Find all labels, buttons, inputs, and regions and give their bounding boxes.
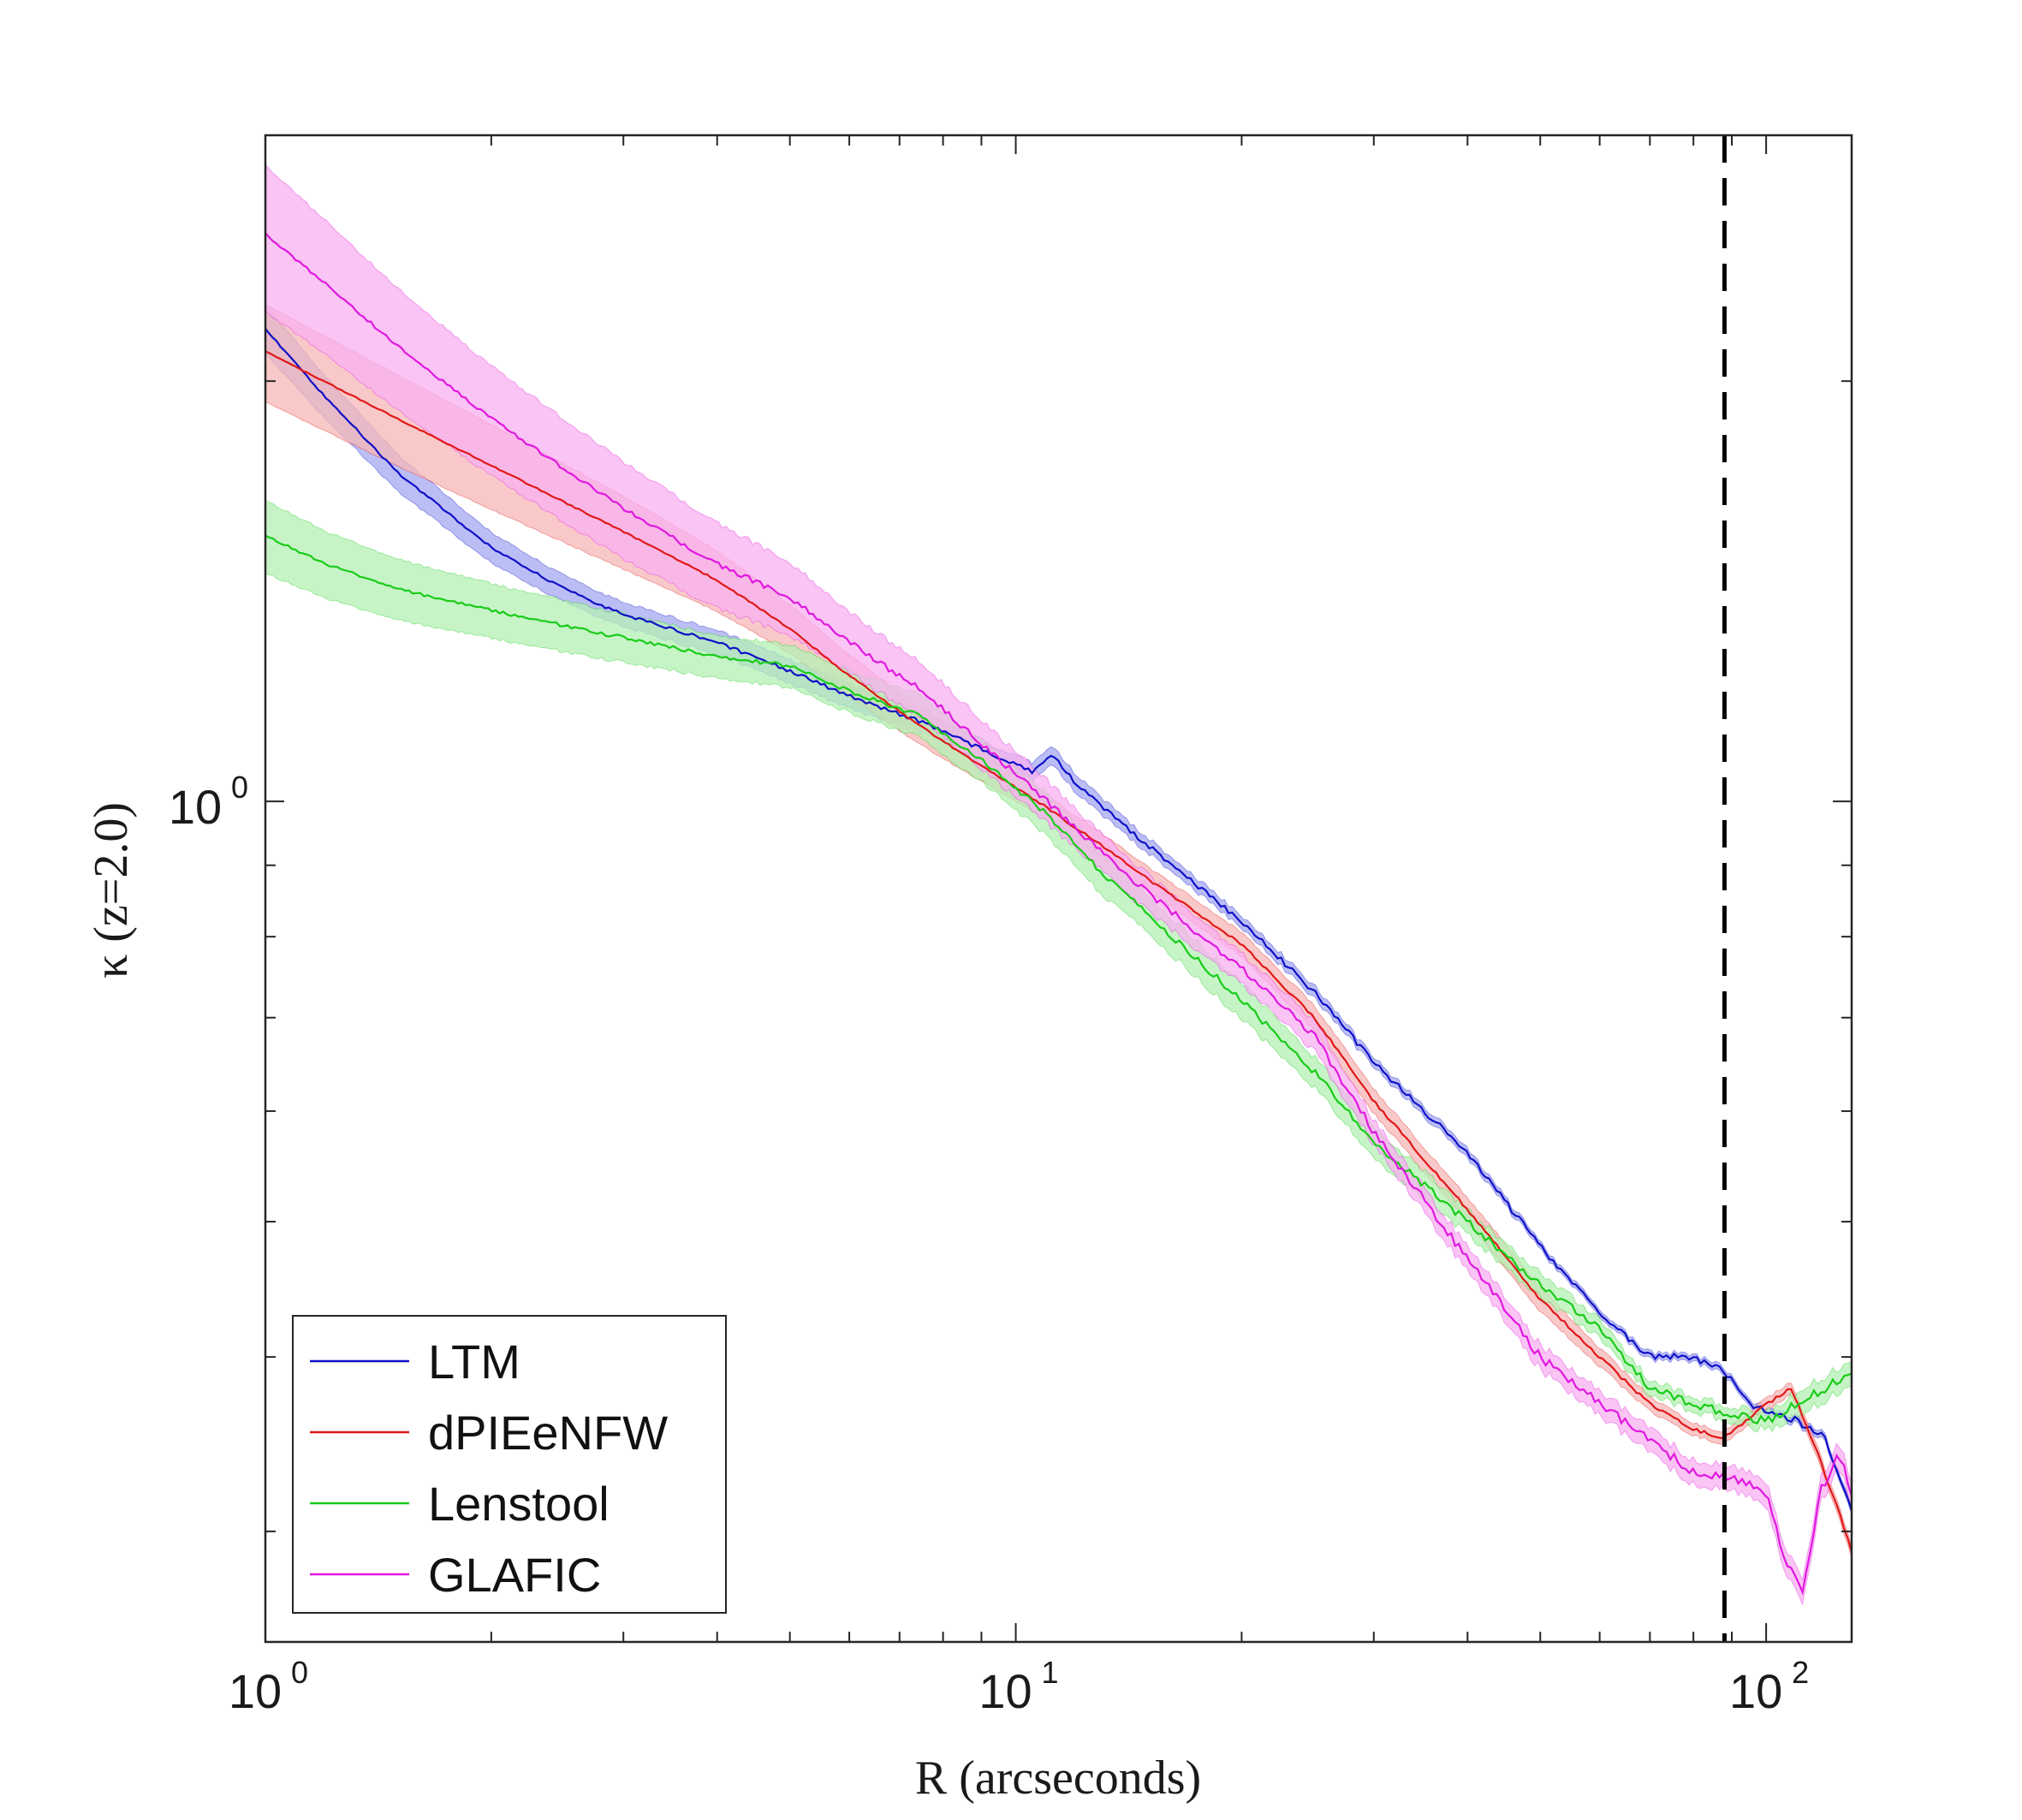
line-dpieenfw [265,350,1852,1553]
series-lines [265,232,1852,1596]
legend-box [292,1315,727,1614]
legend-label-dpieenfw: dPIEeNFW [428,1406,668,1460]
line-lenstool [265,534,1852,1424]
y-tick-label-exponent: 0 [231,770,248,805]
x-tick-label: 10 [1729,1664,1782,1718]
x-tick-label-exponent: 1 [1042,1655,1059,1690]
plot-frame [264,134,1853,1644]
axis-ticks [265,134,1852,1642]
y-axis-title: κ (z=2.0) [85,802,138,978]
y-tick-label: 10 [169,780,222,834]
x-tick-label-exponent: 2 [1792,1655,1809,1690]
x-tick-label: 10 [229,1664,282,1718]
legend-label-glafic: GLAFIC [428,1548,601,1602]
line-glafic [265,232,1852,1596]
x-tick-label: 10 [978,1664,1032,1718]
legend-label-ltm: LTM [428,1335,520,1389]
legend-label-lenstool: Lenstool [428,1477,610,1531]
band-lenstool [265,499,1852,1433]
legend: LTM dPIEeNFW Lenstool GLAFIC [292,1315,727,1614]
y-tick-labels: 10 0 [169,770,248,834]
x-tick-labels: 10 0 10 1 10 2 [229,1655,1809,1718]
x-axis-title: R (arcseconds) [915,1752,1201,1805]
x-tick-label-exponent: 0 [291,1655,308,1690]
line-ltm [265,328,1852,1512]
